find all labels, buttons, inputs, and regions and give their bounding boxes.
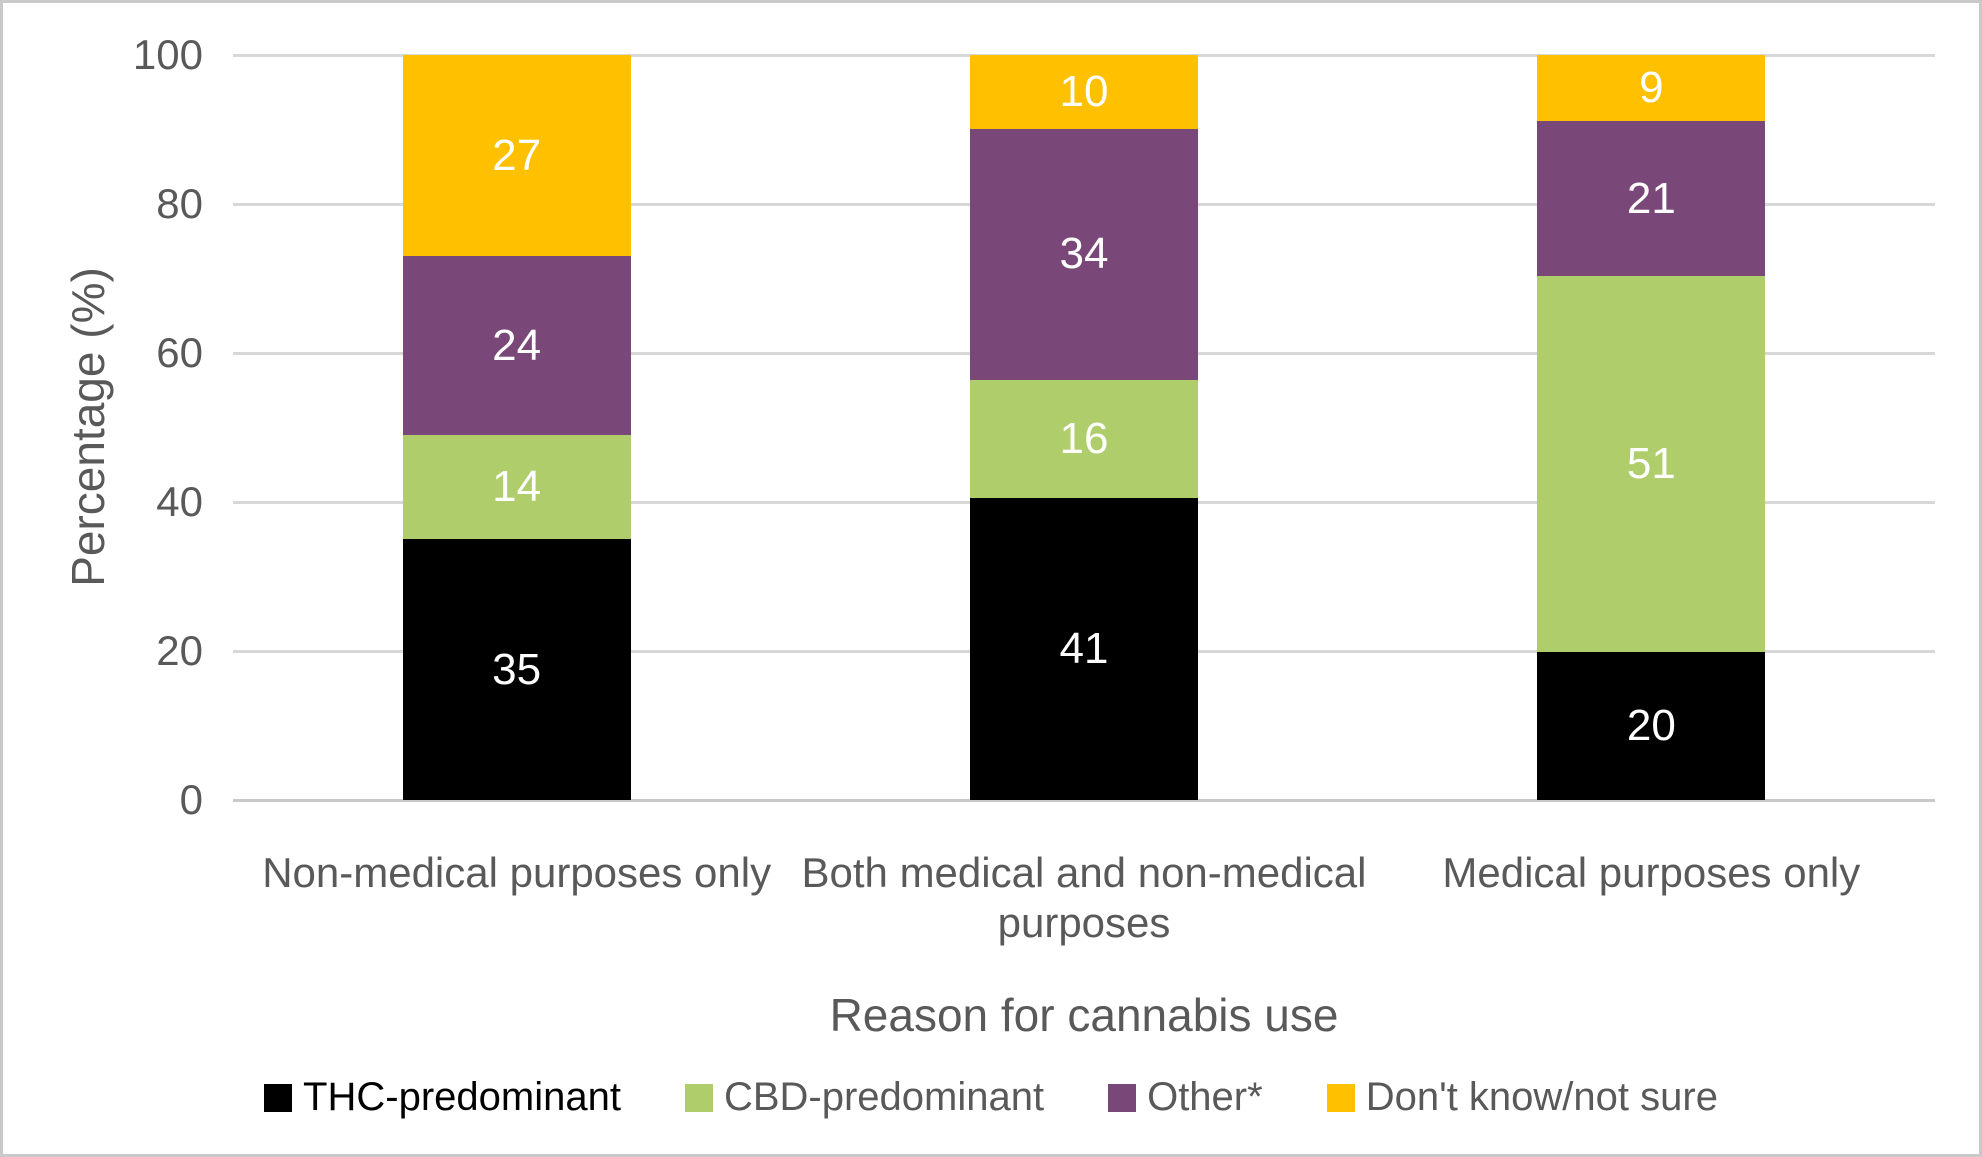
legend-item: CBD-predominant <box>684 1075 1045 1120</box>
legend-swatch-icon <box>684 1083 713 1112</box>
bar-1: 35 14 24 27 <box>402 55 631 800</box>
bar-3: 20 51 21 9 <box>1537 55 1766 800</box>
x-axis-title: Reason for cannabis use <box>829 989 1339 1041</box>
data-label: 9 <box>1639 63 1664 113</box>
bar-segment <box>402 256 631 435</box>
legend-item: THC-predominant <box>264 1075 621 1120</box>
data-label: 34 <box>1059 229 1109 279</box>
data-label: 27 <box>492 130 542 180</box>
data-label: 14 <box>492 462 542 512</box>
legend-swatch-icon <box>264 1083 293 1112</box>
legend-label: THC-predominant <box>303 1075 621 1119</box>
data-label: 51 <box>1626 439 1676 489</box>
legend-item: Other* <box>1108 1075 1263 1120</box>
y-tick-label: 100 <box>132 31 203 78</box>
y-tick-label: 80 <box>156 180 203 227</box>
x-category-label: Non-medical purposes only <box>262 849 772 896</box>
y-tick-label: 20 <box>156 627 203 674</box>
data-label: 21 <box>1626 173 1676 223</box>
y-axis-tick-labels: 0 20 40 60 80 100 <box>3 31 203 823</box>
bar-segment <box>1537 55 1766 122</box>
y-tick-label: 40 <box>156 478 203 525</box>
legend-label: Don't know/not sure <box>1365 1075 1718 1119</box>
legend-label: CBD-predominant <box>723 1075 1045 1119</box>
data-label: 16 <box>1059 413 1109 463</box>
bar-segment <box>1537 652 1766 800</box>
x-category-label: Medical purposes only <box>1442 849 1861 896</box>
legend-swatch-icon <box>1108 1083 1137 1112</box>
data-label: 20 <box>1626 701 1676 751</box>
data-label: 41 <box>1059 623 1109 673</box>
bar-segment <box>402 539 631 800</box>
y-axis-title: Percentage (%) <box>62 267 114 587</box>
y-tick-label: 0 <box>179 776 203 823</box>
legend-item: Don't know/not sure <box>1326 1075 1718 1120</box>
data-label: 24 <box>492 320 542 370</box>
gridline <box>233 53 1935 57</box>
x-category-label: Both medical and non-medical purposes <box>801 849 1367 946</box>
data-label: 35 <box>492 644 542 694</box>
bar-2: 41 16 34 10 <box>970 55 1198 800</box>
bar-segment <box>402 55 631 257</box>
bar-segment <box>402 434 631 540</box>
legend: THC-predominant CBD-predominant Other* Don'… <box>3 1075 1979 1120</box>
bar-segment <box>970 497 1198 800</box>
legend-label: Other* <box>1147 1075 1263 1119</box>
data-label: 10 <box>1059 66 1109 116</box>
bar-segment <box>970 55 1198 129</box>
bar-segment <box>970 379 1198 498</box>
legend-swatch-icon <box>1326 1083 1355 1112</box>
y-tick-label: 60 <box>156 329 203 376</box>
plot-area: 35 14 24 27 41 16 34 10 20 51 21 9 <box>233 53 1935 802</box>
bar-segment <box>1537 121 1766 277</box>
x-axis-line <box>233 798 1935 802</box>
bar-segment <box>970 128 1198 380</box>
bar-segment <box>1537 276 1766 653</box>
